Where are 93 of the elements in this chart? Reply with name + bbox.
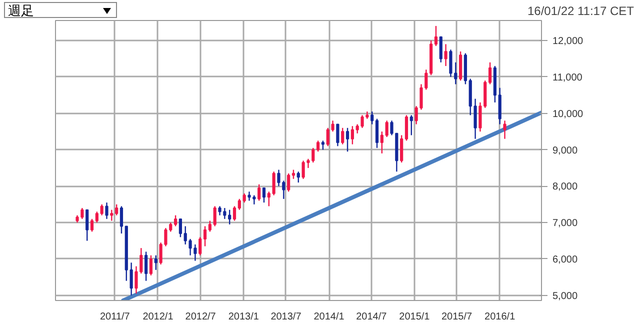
candlestick — [420, 84, 423, 110]
x-tick-label: 2011/7 — [100, 312, 130, 322]
candlestick — [252, 194, 256, 205]
candlestick — [267, 191, 270, 207]
candlestick — [169, 222, 172, 232]
candlestick — [164, 227, 168, 247]
candlestick — [356, 124, 359, 134]
candlestick — [232, 206, 236, 222]
candlestick — [188, 238, 192, 256]
candlestick — [144, 251, 148, 282]
candlestick — [444, 44, 448, 67]
x-tick-label: 2012/1 — [142, 312, 174, 322]
candlestick — [242, 192, 246, 204]
text: 16/01/22 11:17 CET — [527, 3, 634, 20]
y-tick-label: 12,000 — [552, 36, 584, 48]
candlestick — [414, 105, 418, 125]
y-tick-label: 7,000 — [552, 218, 578, 230]
candlestick — [203, 226, 207, 247]
x-tick-label: 2013/1 — [228, 312, 260, 322]
candlestick — [149, 254, 153, 276]
candlestick — [174, 214, 178, 227]
candlestick — [488, 62, 492, 85]
candlestick — [248, 191, 251, 202]
candlestick — [100, 204, 104, 216]
candlestick — [302, 160, 305, 180]
candlestick — [277, 169, 280, 187]
candlestick — [458, 50, 462, 82]
candlestick — [380, 130, 384, 154]
candlestick — [292, 169, 296, 180]
candlestick — [258, 184, 261, 202]
x-tick-label: 2016/1 — [484, 312, 516, 322]
candlestick — [194, 244, 197, 262]
candlestick — [484, 80, 487, 108]
candlestick — [385, 120, 388, 138]
candlestick — [404, 114, 408, 142]
candlestick — [228, 209, 232, 225]
candlestick — [120, 206, 124, 234]
candlestick — [86, 209, 89, 242]
candlestick — [287, 172, 290, 192]
candlestick — [296, 171, 300, 184]
candlestick — [498, 87, 502, 125]
candlestick — [321, 140, 325, 150]
candlestick — [223, 207, 226, 220]
candlestick — [80, 207, 84, 220]
candlestick — [503, 120, 506, 140]
candlestick — [346, 127, 350, 152]
y-tick-label: 8,000 — [552, 182, 578, 193]
candlestick — [316, 140, 320, 152]
candlestick — [410, 114, 413, 136]
candlestick — [154, 254, 158, 271]
candlestick — [95, 211, 98, 224]
candlestick — [218, 206, 222, 216]
candlestick — [360, 114, 364, 129]
candlestick — [375, 118, 379, 149]
candlestick — [115, 204, 118, 216]
candlestick — [336, 124, 340, 147]
candlestick — [159, 242, 162, 266]
y-tick-label: 10,000 — [552, 108, 584, 120]
candlestick — [208, 220, 212, 232]
candlestick — [238, 198, 241, 210]
candlestick — [105, 202, 108, 220]
x-tick-label: 2015/7 — [442, 312, 473, 322]
candlestick — [110, 209, 114, 222]
x-tick-label: 2015/1 — [399, 312, 430, 322]
y-tick-label: 6,000 — [552, 254, 578, 266]
candlestick — [439, 36, 442, 63]
candlestick — [178, 218, 182, 238]
x-tick-label: 2014/1 — [314, 312, 345, 322]
candlestick — [90, 218, 94, 232]
candlestick — [434, 25, 438, 47]
candlestick — [331, 120, 334, 132]
x-tick-label: 2013/7 — [270, 312, 302, 322]
y-tick-label: 5,000 — [552, 290, 578, 302]
candlestick — [424, 69, 428, 90]
text: 週足 — [4, 2, 117, 18]
candlestick — [184, 226, 187, 246]
y-tick-label: 11,000 — [552, 72, 583, 84]
candlestick — [272, 171, 276, 196]
x-tick-label: 2012/7 — [185, 312, 216, 322]
candlestick — [474, 98, 477, 140]
candlestick — [282, 180, 286, 200]
candlestick — [350, 125, 354, 145]
candlestick — [478, 102, 482, 132]
candlestick — [341, 127, 344, 145]
candlestick — [198, 236, 202, 256]
candlestick — [130, 262, 133, 296]
candlestick — [213, 206, 216, 227]
candlestick — [326, 127, 330, 147]
candlestick — [262, 187, 266, 204]
x-tick-label: 2014/7 — [356, 312, 388, 322]
candlestick — [400, 134, 404, 164]
y-tick-label: 9,000 — [552, 145, 578, 156]
candlestick — [370, 110, 374, 125]
